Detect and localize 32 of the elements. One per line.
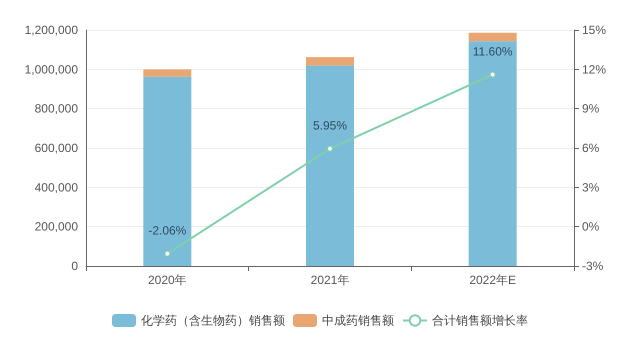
y-tick-label: 1,000,000 <box>24 62 78 76</box>
legend-label: 化学药（含生物药）销售额 <box>141 314 285 328</box>
data-label: 5.95% <box>312 118 348 133</box>
y-tick-label: 400,000 <box>34 180 78 194</box>
y2-tick-label: -3% <box>582 259 604 273</box>
y-tick-label: 800,000 <box>34 102 78 116</box>
x-tick-label: 2020年 <box>148 273 187 287</box>
y2-tick-label: 3% <box>582 180 600 194</box>
x-tick-label: 2021年 <box>310 273 350 287</box>
bar <box>143 76 192 266</box>
point <box>327 146 333 152</box>
legend-label: 合计销售额增长率 <box>432 314 528 328</box>
y-tick-label: 600,000 <box>34 141 78 155</box>
y-tick-label: 200,000 <box>34 220 78 234</box>
point <box>490 72 496 78</box>
y2-tick-label: 15% <box>582 23 606 37</box>
bar <box>306 57 354 66</box>
bar <box>306 66 354 266</box>
data-label: 11.60% <box>472 44 513 59</box>
legend-label: 中成药销售额 <box>322 314 394 328</box>
bar <box>468 41 517 266</box>
point <box>164 250 170 257</box>
y-tick-label: 0 <box>71 259 78 273</box>
y-tick-label: 1,200,000 <box>24 23 78 37</box>
y2-tick-label: 0% <box>582 220 600 234</box>
data-label: -2.06% <box>148 224 187 238</box>
y2-tick-label: 6% <box>582 141 600 155</box>
bar <box>468 32 517 42</box>
bar <box>143 69 192 77</box>
x-tick-label: 2022年E <box>469 273 516 287</box>
y2-tick-label: 9% <box>582 102 600 116</box>
y2-tick-label: 12% <box>582 62 606 76</box>
